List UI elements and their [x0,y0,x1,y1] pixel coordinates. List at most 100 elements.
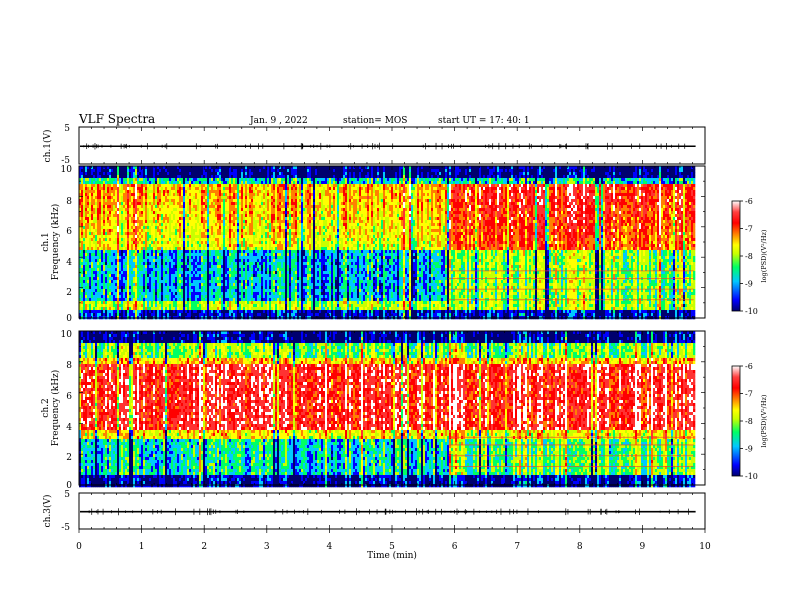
spectrogram-cell [89,265,91,268]
spectrogram-cell [269,262,271,265]
spectrogram-cell [267,226,269,229]
spectrogram-cell [167,283,169,286]
spectrogram-cell [157,307,159,310]
spectrogram-cell [229,205,231,208]
spectrogram-cell [155,253,157,256]
spectrogram-cell [225,199,227,202]
spectrogram-cell [215,307,217,310]
spectrogram-cell [109,235,111,238]
spectrogram-cell [145,175,147,178]
spectrogram-cell [261,274,263,277]
spectrogram-cell [269,175,271,178]
spectrogram-cell [265,220,267,223]
spectrogram-cell [185,244,187,247]
spectrogram-cell [269,247,271,250]
spectrogram-cell [191,268,193,271]
spectrogram-cell [193,169,195,172]
spectrogram-cell [201,307,203,310]
spectrogram-cell [125,286,127,289]
spectrogram-cell [149,250,151,253]
spectrogram-cell [187,259,189,262]
spectrogram-cell [185,220,187,223]
spectrogram-cell [205,247,207,250]
spectrogram-cell [197,211,199,214]
spectrogram-cell [197,187,199,190]
spectrogram-cell [253,268,255,271]
spectrogram-cell [173,190,175,193]
spectrogram-cell [97,271,99,274]
spectrogram-cell [227,175,229,178]
spectrogram-cell [145,199,147,202]
spectrogram-cell [121,268,123,271]
spectrogram-cell [223,184,225,187]
spectrogram-cell [257,253,259,256]
spectrogram-cell [251,193,253,196]
spectrogram-cell [111,283,113,286]
spectrogram-cell [119,190,121,193]
spectrogram-cell [121,169,123,172]
spectrogram-cell [115,232,117,235]
spectrogram-cell [189,313,191,316]
spectrogram-cell [133,265,135,268]
spectrogram-cell [245,241,247,244]
spectrogram-cell [243,271,245,274]
spectrogram-cell [227,238,229,241]
spectrogram-cell [169,181,171,184]
spectrogram-cell [125,235,127,238]
spectrogram-cell [177,199,179,202]
spectrogram-cell [249,304,251,307]
spectrogram-cell [167,256,169,259]
spectrogram-cell [151,307,153,310]
spectrogram-cell [165,265,167,268]
spectrogram-cell [161,226,163,229]
spectrogram-cell [173,307,175,310]
spectrogram-cell [87,277,89,280]
spectrogram-cell [169,286,171,289]
spectrogram-cell [101,178,103,181]
spectrogram-cell [113,208,115,211]
spectrogram-cell [101,292,103,295]
spectrogram-cell [267,202,269,205]
spectrogram-cell [89,208,91,211]
spectrogram-cell [177,217,179,220]
spectrogram-cell [117,178,119,181]
spectrogram-cell [137,310,139,313]
spectrogram-cell [147,178,149,181]
spectrogram-cell [95,283,97,286]
spectrogram-cell [109,295,111,298]
spectrogram-cell [149,181,151,184]
spectrogram-cell [87,199,89,202]
spectrogram-cell [241,190,243,193]
spectrogram-cell [173,184,175,187]
spectrogram-cell [151,220,153,223]
spectrogram-cell [235,253,237,256]
spectrogram-cell [139,268,141,271]
spectrogram-cell [149,298,151,301]
spectrogram-cell [239,250,241,253]
spectrogram-cell [263,235,265,238]
spectrogram-cell [271,193,273,196]
spectrogram-cell [195,181,197,184]
spectrogram-cell [187,277,189,280]
spectrogram-cell [233,232,235,235]
spectrogram-cell [273,187,275,190]
spectrogram-cell [145,274,147,277]
spectrogram-cell [123,307,125,310]
spectrogram-cell [135,181,137,184]
spectrogram-cell [123,220,125,223]
spectrogram-cell [259,229,261,232]
spectrogram-cell [135,175,137,178]
spectrogram-cell [177,268,179,271]
spectrogram-cell [117,211,119,214]
spectrogram-cell [167,280,169,283]
spectrogram-cell [127,217,129,220]
spectrogram-cell [173,178,175,181]
spectrogram-cell [239,208,241,211]
spectrogram-cell [247,295,249,298]
spectrogram-cell [93,229,95,232]
spectrogram-cell [271,175,273,178]
spectrogram-cell [135,190,137,193]
spectrogram-cell [137,274,139,277]
spectrogram-cell [165,262,167,265]
spectrogram-cell [139,220,141,223]
